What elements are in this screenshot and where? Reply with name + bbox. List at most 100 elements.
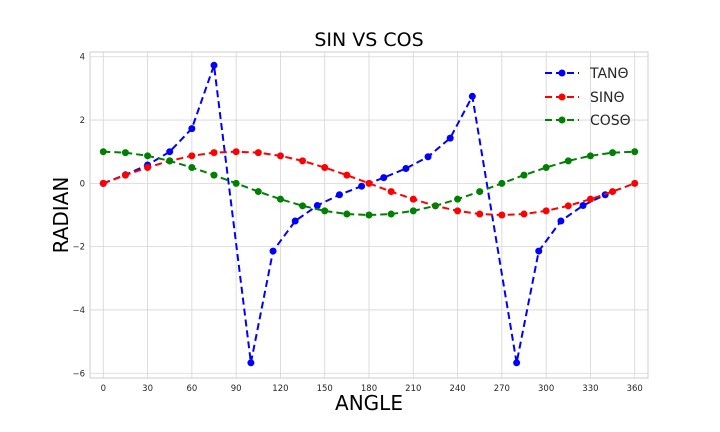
data-point-tan (335, 191, 343, 199)
y-tick-label: 2 (80, 116, 85, 126)
legend-label-sin: SINΘ (590, 90, 625, 106)
series-layer (99, 61, 639, 367)
legend-label-tan: TANΘ (589, 66, 629, 82)
data-point-sin (476, 210, 484, 218)
data-point-cos (166, 157, 174, 165)
x-tick-label: 180 (361, 384, 377, 394)
data-point-cos (609, 149, 617, 157)
data-point-cos (431, 202, 439, 210)
x-tick-label: 210 (405, 384, 421, 394)
data-point-tan (291, 217, 299, 225)
x-tick-label: 90 (231, 384, 242, 394)
data-point-sin (454, 207, 462, 215)
series-line-tan (102, 64, 606, 364)
x-tick-label: 30 (142, 384, 153, 394)
data-point-tan (513, 359, 521, 367)
data-point-cos (232, 179, 240, 187)
data-point-sin (254, 149, 262, 157)
data-point-tan (380, 174, 388, 182)
data-point-tan (210, 61, 218, 69)
legend-marker-sin (558, 93, 566, 101)
data-point-sin (609, 188, 617, 196)
data-point-tan (446, 134, 454, 142)
data-point-cos (564, 157, 572, 165)
data-point-sin (564, 202, 572, 210)
data-point-sin (210, 149, 218, 157)
x-axis-title: ANGLE (335, 391, 403, 415)
y-tick-label: −2 (72, 243, 85, 253)
data-point-sin (520, 210, 528, 218)
data-point-sin (121, 171, 129, 179)
data-point-tan (579, 202, 587, 210)
data-point-sin (343, 171, 351, 179)
x-tick-label: 270 (494, 384, 510, 394)
data-point-cos (586, 152, 594, 160)
data-point-cos (276, 195, 284, 203)
data-point-tan (424, 153, 432, 161)
data-point-tan (358, 182, 366, 190)
data-point-cos (299, 202, 307, 210)
x-tick-labels: 0 30 60 90 120 150 180 210 240 270 300 330 360 (101, 384, 643, 394)
data-point-tan (468, 92, 476, 100)
x-tick-label: 60 (186, 384, 197, 394)
data-point-cos (365, 211, 373, 219)
y-axis-title: RADIAN (49, 177, 73, 254)
data-point-cos (409, 207, 417, 215)
y-tick-labels: 4 2 0 −2 −4 −6 (72, 53, 85, 380)
data-point-sin (276, 152, 284, 160)
data-point-cos (321, 207, 329, 215)
x-tick-label: 330 (582, 384, 598, 394)
legend-marker-tan (558, 69, 566, 77)
data-point-tan (269, 247, 277, 255)
data-point-sin (631, 179, 639, 187)
data-point-cos (210, 171, 218, 179)
data-point-sin (387, 188, 395, 196)
data-point-tan (557, 217, 565, 225)
data-point-sin (299, 157, 307, 165)
x-tick-label: 150 (317, 384, 333, 394)
data-point-cos (454, 195, 462, 203)
data-point-tan (535, 247, 543, 255)
data-point-cos (476, 188, 484, 196)
data-point-sin (365, 179, 373, 187)
series-sin (99, 148, 639, 219)
x-tick-label: 120 (272, 384, 288, 394)
data-point-cos (343, 210, 351, 218)
data-point-sin (542, 207, 550, 215)
data-point-cos (631, 148, 639, 156)
x-tick-label: 0 (101, 384, 106, 394)
data-point-tan (188, 125, 196, 133)
chart-title: SIN VS COS (314, 29, 423, 51)
data-point-sin (586, 195, 594, 203)
data-point-sin (232, 148, 240, 156)
legend: TANΘ SINΘ COSΘ (545, 66, 631, 129)
data-point-sin (409, 195, 417, 203)
y-tick-label: −6 (72, 369, 85, 379)
y-tick-label: 4 (80, 53, 85, 63)
data-point-cos (254, 188, 262, 196)
data-point-tan (166, 148, 174, 156)
data-point-cos (144, 152, 152, 160)
data-point-sin (188, 152, 196, 160)
x-tick-label: 360 (627, 384, 643, 394)
legend-label-cos: COSΘ (590, 113, 631, 129)
data-point-tan (247, 359, 255, 367)
data-point-sin (321, 164, 329, 172)
data-point-tan (313, 202, 321, 210)
x-tick-label: 240 (449, 384, 465, 394)
data-point-cos (121, 149, 129, 157)
data-point-sin (144, 164, 152, 172)
legend-item-sin: SINΘ (545, 90, 625, 106)
data-point-sin (498, 211, 506, 219)
data-point-sin (99, 179, 107, 187)
y-tick-label: −4 (72, 306, 85, 316)
legend-item-cos: COSΘ (545, 113, 631, 129)
data-point-cos (99, 148, 107, 156)
legend-item-tan: TANΘ (545, 66, 629, 82)
data-point-cos (387, 210, 395, 218)
data-point-tan (402, 164, 410, 172)
data-point-cos (498, 179, 506, 187)
data-point-cos (542, 164, 550, 172)
legend-marker-cos (558, 116, 566, 124)
